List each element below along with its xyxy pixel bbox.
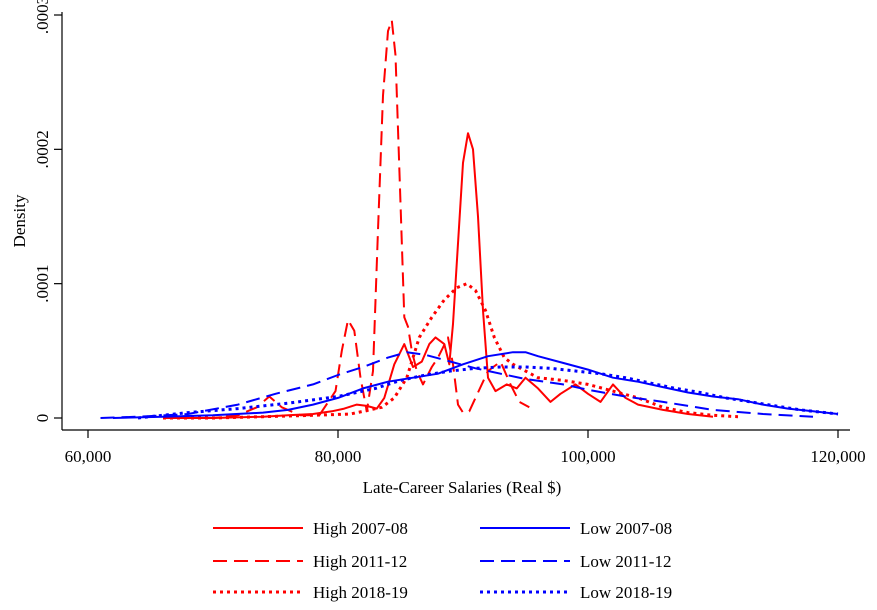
y-tick-label: .0003 <box>33 0 52 34</box>
series-line-low-2007-08 <box>112 351 839 419</box>
plot-area: 60,000 80,000 100,000 120,000 0 .0001 .0002 .0… <box>33 0 866 466</box>
legend-label: High 2007-08 <box>313 519 408 538</box>
x-axis-title: Late-Career Salaries (Real $) <box>363 478 562 497</box>
legend-label: High 2011-12 <box>313 552 407 571</box>
y-axis-title: Density <box>10 194 29 247</box>
x-tick-label: 120,000 <box>810 447 865 466</box>
legend-label: Low 2011-12 <box>580 552 671 571</box>
legend-label: High 2018-19 <box>313 583 408 602</box>
y-tick-label: .0001 <box>33 265 52 303</box>
series-line-low-2011-12 <box>100 351 814 419</box>
series-layer <box>100 19 839 420</box>
y-ticks: 0 .0001 .0002 .0003 <box>33 0 62 422</box>
series-line-high-2007-08 <box>163 132 714 419</box>
series-line-high-2018-19 <box>163 282 739 420</box>
x-ticks: 60,000 80,000 100,000 120,000 <box>65 430 866 466</box>
y-tick-label: .0002 <box>33 130 52 168</box>
x-tick-label: 80,000 <box>315 447 362 466</box>
x-tick-label: 100,000 <box>560 447 615 466</box>
legend-label: Low 2007-08 <box>580 519 672 538</box>
legend: High 2007-08 High 2011-12 High 2018-19 Low … <box>213 519 672 602</box>
series-line-high-2011-12 <box>163 19 530 419</box>
legend-label: Low 2018-19 <box>580 583 672 602</box>
y-tick-label: 0 <box>33 414 52 423</box>
x-tick-label: 60,000 <box>65 447 112 466</box>
